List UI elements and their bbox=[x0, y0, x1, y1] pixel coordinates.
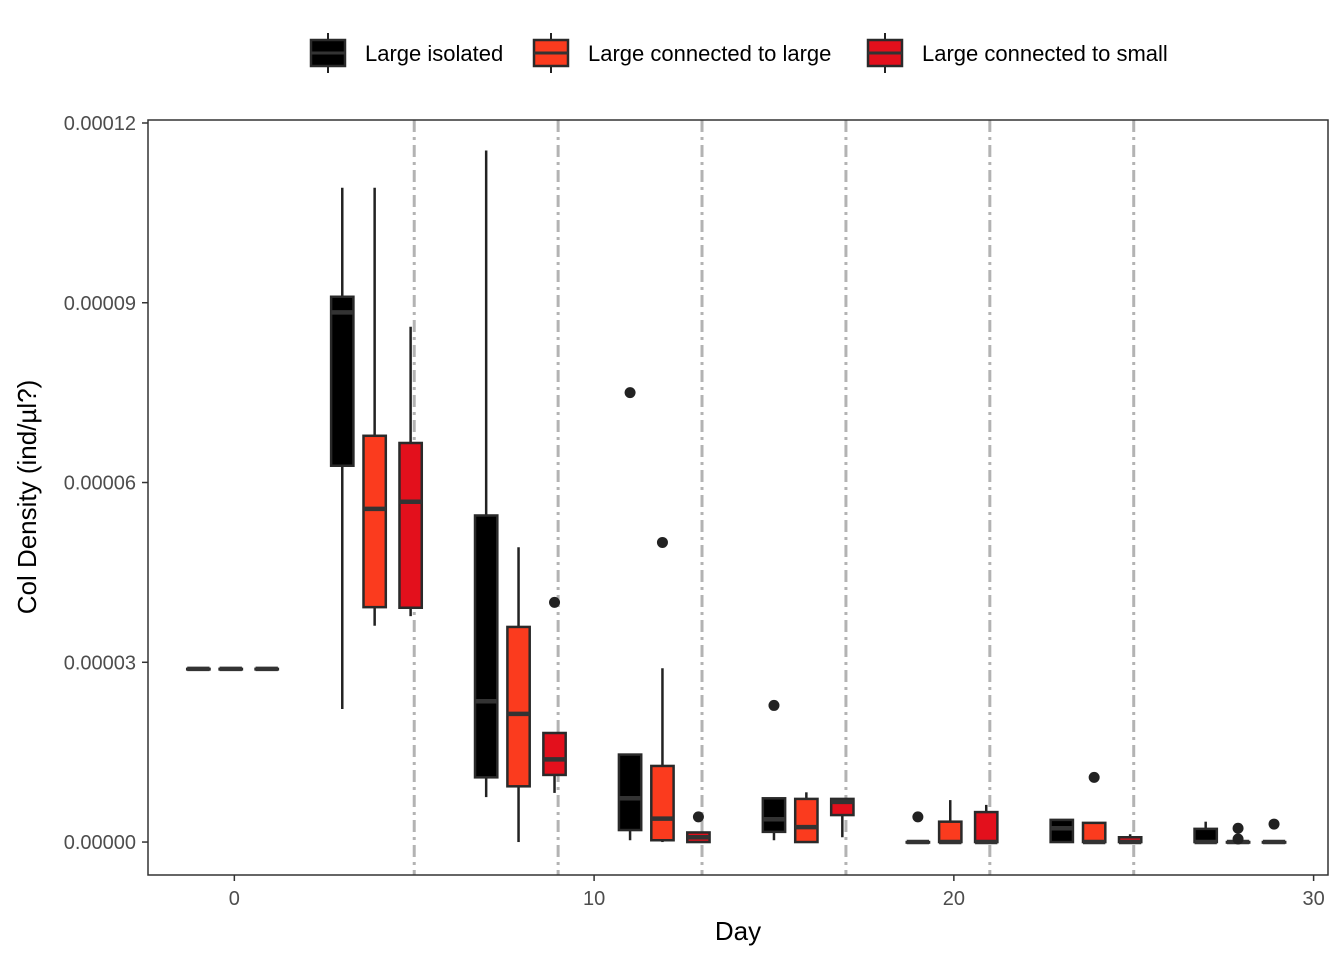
y-axis-label: Col Density (ind/µl?) bbox=[12, 380, 42, 615]
axes: 0.00000 0.00003 0.00006 0.00009 0.00012 0 10 20… bbox=[64, 113, 1329, 910]
box bbox=[362, 434, 388, 609]
x-tick-label: 10 bbox=[583, 888, 605, 910]
panel-border bbox=[147, 119, 1329, 876]
outlier-point bbox=[1268, 818, 1280, 830]
series-1 bbox=[218, 187, 1251, 845]
x-tick-label: 30 bbox=[1302, 888, 1324, 910]
y-tick-label: 0.00012 bbox=[64, 113, 136, 135]
box bbox=[937, 820, 963, 844]
legend: Large isolated Large connected to large La… bbox=[309, 33, 1168, 73]
outlier-point bbox=[692, 811, 704, 823]
box bbox=[473, 514, 499, 779]
y-tick-label: 0.00003 bbox=[64, 652, 136, 674]
outlier-point bbox=[1232, 822, 1244, 834]
box bbox=[617, 753, 643, 832]
outlier-point bbox=[624, 387, 636, 399]
outlier-point bbox=[1088, 771, 1100, 783]
legend-item-2: Large connected to small bbox=[866, 33, 1168, 73]
legend-item-0: Large isolated bbox=[309, 33, 503, 73]
y-tick-label: 0.00009 bbox=[64, 293, 136, 315]
box bbox=[506, 625, 531, 788]
box bbox=[761, 797, 787, 834]
outlier-point bbox=[1232, 833, 1244, 845]
y-tick-label: 0.00000 bbox=[64, 832, 136, 854]
outlier-point bbox=[912, 811, 924, 823]
x-tick-label: 20 bbox=[943, 888, 965, 910]
series-2 bbox=[254, 326, 1287, 845]
plot-area bbox=[148, 120, 1328, 875]
panel-background bbox=[148, 120, 1328, 875]
legend-label: Large connected to small bbox=[922, 41, 1168, 66]
y-tick-label: 0.00006 bbox=[64, 473, 136, 495]
outlier-point bbox=[549, 596, 561, 608]
box bbox=[973, 810, 999, 844]
box bbox=[329, 295, 355, 467]
legend-label: Large connected to large bbox=[588, 41, 831, 66]
box bbox=[398, 441, 424, 610]
x-tick-label: 0 bbox=[229, 888, 240, 910]
legend-label: Large isolated bbox=[365, 41, 503, 66]
box bbox=[1081, 821, 1107, 844]
box bbox=[542, 731, 567, 777]
box bbox=[793, 797, 819, 844]
series-0 bbox=[185, 150, 1219, 845]
x-axis-label: Day bbox=[715, 916, 761, 946]
outlier-point bbox=[656, 536, 668, 548]
box bbox=[650, 764, 675, 842]
box bbox=[1049, 818, 1075, 844]
legend-item-1: Large connected to large bbox=[532, 33, 831, 73]
outlier-point bbox=[768, 699, 780, 711]
